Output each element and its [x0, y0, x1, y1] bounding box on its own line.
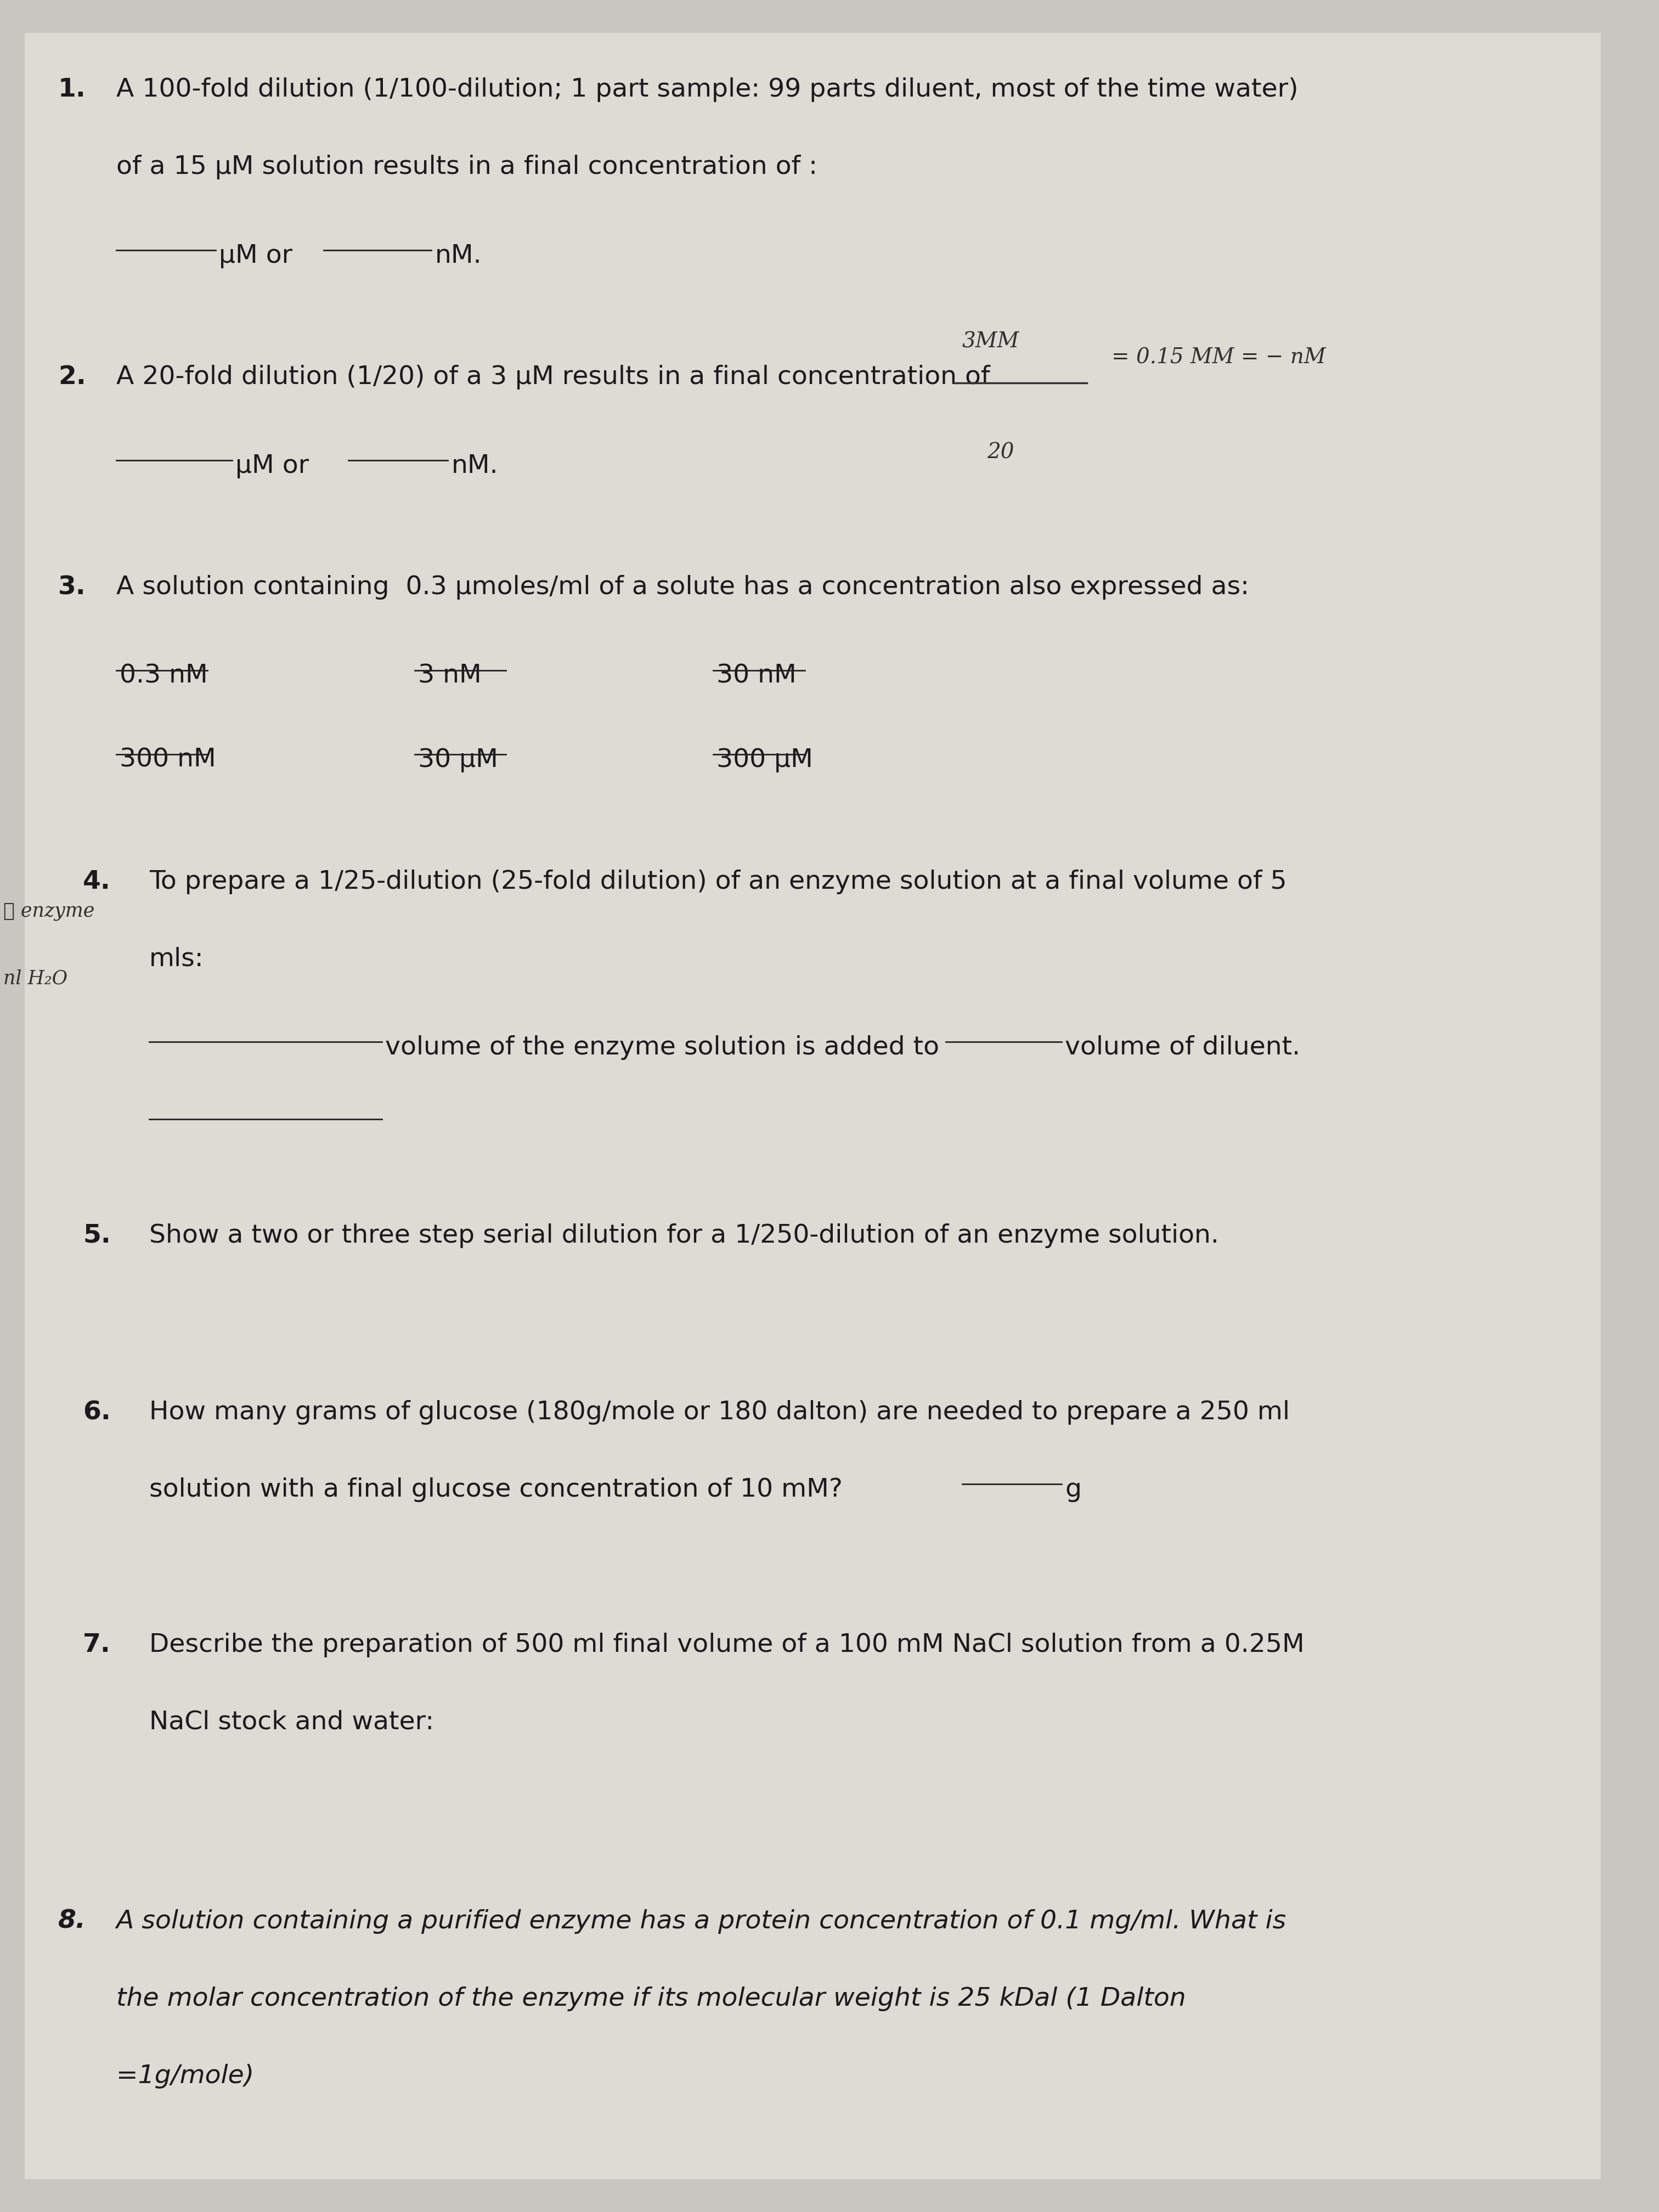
- Text: nl H₂O: nl H₂O: [3, 969, 68, 987]
- Text: 1.: 1.: [58, 77, 86, 102]
- Text: 300 nM: 300 nM: [119, 748, 216, 772]
- Text: How many grams of glucose (180g/mole or 180 dalton) are needed to prepare a 250 : How many grams of glucose (180g/mole or …: [149, 1400, 1289, 1425]
- Text: nM.: nM.: [435, 243, 481, 268]
- Text: 30 nM: 30 nM: [717, 664, 796, 688]
- Text: nM.: nM.: [451, 453, 498, 478]
- Text: A solution containing a purified enzyme has a protein concentration of 0.1 mg/ml: A solution containing a purified enzyme …: [116, 1909, 1286, 1933]
- Text: of a 15 μM solution results in a final concentration of :: of a 15 μM solution results in a final c…: [116, 155, 818, 179]
- Text: volume of the enzyme solution is added to: volume of the enzyme solution is added t…: [385, 1035, 939, 1060]
- Text: 300 μM: 300 μM: [717, 748, 813, 772]
- Text: 8.: 8.: [58, 1909, 86, 1933]
- Text: 3.: 3.: [58, 575, 86, 599]
- Text: To prepare a 1/25-dilution (25-fold dilution) of an enzyme solution at a final v: To prepare a 1/25-dilution (25-fold dilu…: [149, 869, 1287, 894]
- Text: = 0.15 MM = − nM: = 0.15 MM = − nM: [1112, 347, 1326, 367]
- Text: μM or: μM or: [236, 453, 309, 478]
- Text: =1g/mole): =1g/mole): [116, 2064, 254, 2088]
- Text: 2.: 2.: [58, 365, 86, 389]
- Text: volume of diluent.: volume of diluent.: [1065, 1035, 1301, 1060]
- Text: g: g: [1065, 1478, 1082, 1502]
- Text: Show a two or three step serial dilution for a 1/250-dilution of an enzyme solut: Show a two or three step serial dilution…: [149, 1223, 1219, 1248]
- Text: μM or: μM or: [219, 243, 292, 268]
- Text: 7.: 7.: [83, 1632, 111, 1657]
- Text: NaCl stock and water:: NaCl stock and water:: [149, 1710, 435, 1734]
- Text: A solution containing  0.3 μmoles/ml of a solute has a concentration also expres: A solution containing 0.3 μmoles/ml of a…: [116, 575, 1249, 599]
- Text: 30 μM: 30 μM: [418, 748, 498, 772]
- Text: 4.: 4.: [83, 869, 111, 894]
- Text: A 20-fold dilution (1/20) of a 3 μM results in a final concentration of: A 20-fold dilution (1/20) of a 3 μM resu…: [116, 365, 990, 389]
- Text: A 100-fold dilution (1/100-dilution; 1 part sample: 99 parts diluent, most of th: A 100-fold dilution (1/100-dilution; 1 p…: [116, 77, 1297, 102]
- Text: 3MM: 3MM: [962, 332, 1019, 352]
- Text: mls:: mls:: [149, 947, 204, 971]
- Text: solution with a final glucose concentration of 10 mM?: solution with a final glucose concentrat…: [149, 1478, 843, 1502]
- Text: 20: 20: [987, 442, 1014, 462]
- Text: 0.3 nM: 0.3 nM: [119, 664, 207, 688]
- Text: the molar concentration of the enzyme if its molecular weight is 25 kDal (1 Dalt: the molar concentration of the enzyme if…: [116, 1986, 1186, 2011]
- Text: 6.: 6.: [83, 1400, 111, 1425]
- Text: Describe the preparation of 500 ml final volume of a 100 mM NaCl solution from a: Describe the preparation of 500 ml final…: [149, 1632, 1304, 1657]
- Text: 3 nM: 3 nM: [418, 664, 481, 688]
- Text: 5.: 5.: [83, 1223, 111, 1248]
- Text: ℓ enzyme: ℓ enzyme: [3, 902, 95, 920]
